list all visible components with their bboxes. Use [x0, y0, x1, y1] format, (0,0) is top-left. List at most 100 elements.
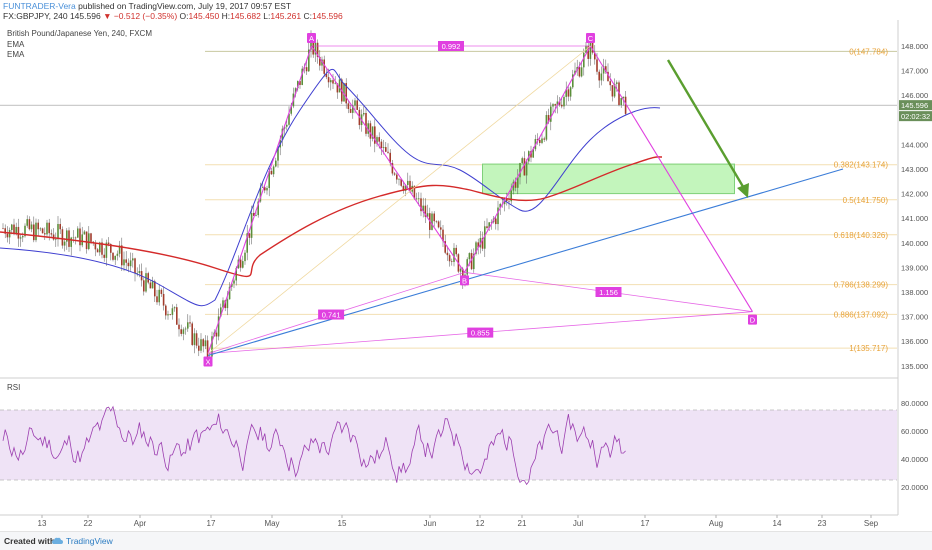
rsi-legend[interactable]: RSI: [7, 383, 21, 392]
candle-body: [228, 286, 231, 300]
candle-body: [352, 105, 354, 113]
candle-body: [261, 187, 264, 188]
candle-body: [101, 242, 103, 255]
candle-body: [437, 221, 440, 228]
candle-body: [165, 305, 167, 316]
price-tick: 148.000: [901, 42, 928, 51]
candle-body: [591, 39, 594, 53]
candle-body: [301, 68, 303, 85]
rsi-tick: 60.0000: [901, 427, 928, 436]
symbol[interactable]: FX:GBPJPY, 240: [3, 11, 68, 21]
candle-body: [107, 242, 110, 244]
candle-body: [37, 222, 39, 230]
candle-body: [105, 242, 108, 258]
candle-body: [33, 224, 35, 241]
candle-body: [286, 124, 288, 127]
candle-body: [195, 333, 198, 346]
candle-body: [596, 59, 598, 72]
candle-body: [578, 67, 581, 77]
candle-body: [125, 259, 127, 263]
candle-body: [580, 67, 583, 77]
candle-body: [90, 233, 92, 242]
candle-body: [310, 37, 312, 50]
candle-body: [132, 258, 134, 261]
candle-body: [182, 329, 185, 334]
candle-body: [143, 280, 145, 292]
candle-body: [191, 323, 193, 345]
candle-body: [239, 259, 242, 268]
candle-body: [349, 109, 352, 113]
candle-body: [442, 229, 444, 242]
candle-body: [609, 81, 611, 86]
candle-body: [530, 151, 532, 158]
candle-body: [202, 339, 204, 347]
candle-body: [167, 314, 169, 316]
candle-body: [270, 170, 273, 175]
candle-body: [389, 152, 391, 164]
series-legend-title[interactable]: British Pound/Japanese Yen, 240, FXCM: [7, 29, 152, 38]
candle-body: [622, 96, 625, 99]
candle-body: [616, 82, 618, 84]
harmonic-pattern: X A B C D 0.992 1.156 0.741 0.855: [203, 33, 844, 367]
candle-body: [413, 185, 416, 199]
candle-body: [204, 340, 207, 347]
candle-body: [4, 228, 6, 234]
candle-body: [426, 213, 429, 217]
candle-body: [503, 198, 506, 205]
publisher-name[interactable]: FUNTRADER-Vera: [3, 1, 76, 11]
candle-body: [321, 59, 323, 66]
candle-body: [15, 226, 17, 234]
candle-body: [561, 104, 563, 107]
candle-body: [332, 80, 334, 84]
fib-label-0: 0(147.784): [849, 47, 888, 56]
candle-body: [59, 224, 61, 230]
candle-body: [396, 174, 398, 180]
candle-body: [127, 262, 130, 267]
candle-body: [63, 241, 66, 246]
candle-body: [8, 230, 11, 238]
candle-body: [222, 300, 224, 308]
ohlc-high: 145.682: [230, 11, 261, 21]
candle-body: [290, 106, 292, 114]
candle-body: [451, 261, 453, 262]
ratio-badge-1.156: [595, 287, 622, 297]
time-tick-label: 12: [476, 519, 485, 528]
ema-legend-2[interactable]: EMA: [7, 50, 25, 59]
candle-body: [68, 230, 70, 247]
candle-body: [547, 115, 550, 122]
fib-label-0.618: 0.618(140.326): [834, 231, 889, 240]
candle-body: [418, 198, 420, 199]
candle-body: [171, 308, 174, 315]
pattern-point-badge-B: [460, 275, 469, 286]
candle-body: [85, 231, 88, 250]
candle-body: [35, 222, 37, 241]
candle-body: [444, 241, 446, 253]
candle-body: [611, 85, 614, 97]
candle-body: [550, 106, 552, 122]
ema-slow-line: [0, 156, 663, 278]
rsi-tick: 20.0000: [901, 483, 928, 492]
candle-body: [99, 242, 101, 253]
price-tick: 139.000: [901, 263, 928, 272]
time-tick-label: Sep: [864, 519, 879, 528]
ratio-badge-0.741: [318, 309, 345, 320]
fib-label-0.886: 0.886(137.092): [834, 310, 889, 319]
candle-body: [486, 226, 488, 228]
candle-body: [112, 252, 114, 260]
candle-body: [39, 228, 42, 230]
candle-body: [244, 252, 246, 262]
candle-body: [288, 113, 290, 125]
candle-body: [347, 103, 350, 110]
candle-body: [200, 339, 202, 351]
candle-body: [253, 213, 255, 216]
candle-body: [110, 243, 112, 253]
candle-body: [334, 83, 336, 84]
candle-body: [446, 252, 449, 256]
pattern-point-badge-D: [748, 314, 757, 325]
candle-body: [565, 89, 567, 97]
time-tick-label: Jun: [424, 519, 437, 528]
candle-body: [420, 198, 422, 212]
candle-body: [116, 253, 119, 256]
ema-legend-1[interactable]: EMA: [7, 40, 25, 49]
tradingview-brand[interactable]: TradingView: [66, 536, 113, 546]
